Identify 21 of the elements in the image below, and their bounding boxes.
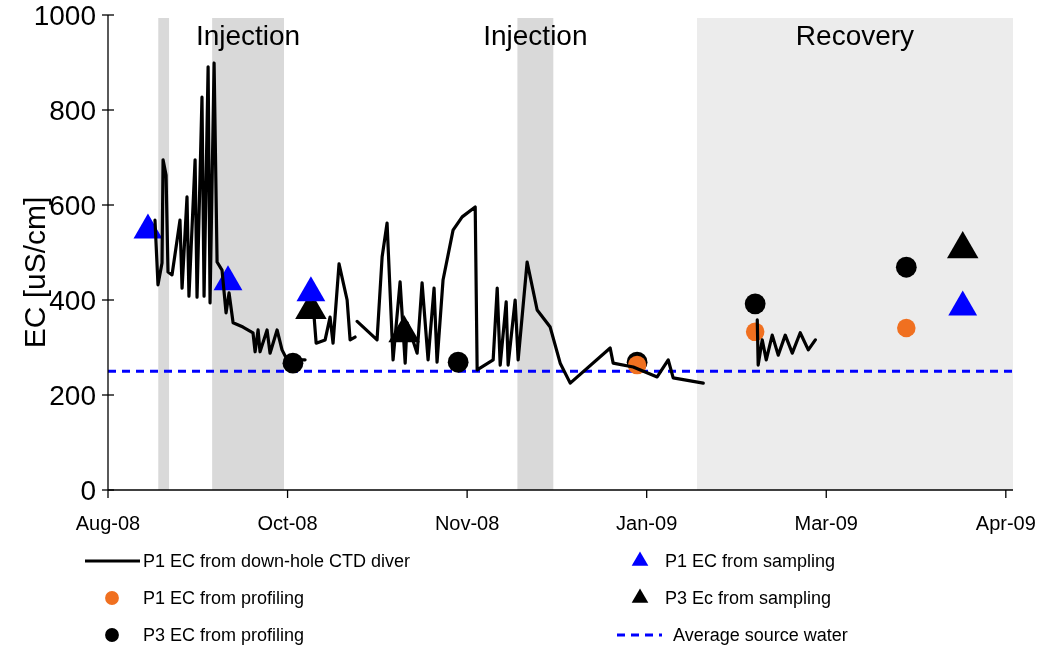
legend-label: P1 EC from sampling (665, 551, 836, 571)
y-tick-label: 1000 (33, 0, 96, 31)
band-label: Injection (483, 20, 588, 51)
legend-label: P3 Ec from sampling (665, 588, 832, 608)
legend-label: Average source water (673, 625, 848, 645)
band-label: Recovery (795, 20, 915, 51)
x-tick-label: Aug-08 (75, 512, 141, 534)
x-tick-label: Jan-09 (616, 512, 678, 534)
x-tick-label: Apr-09 (975, 512, 1036, 534)
y-tick-label: 800 (49, 95, 96, 126)
legend-label: P1 EC from profiling (143, 588, 305, 608)
y-tick-label: 200 (49, 380, 96, 411)
legend-label: P3 EC from profiling (143, 625, 305, 645)
y-axis-title: EC [uS/cm] (18, 196, 51, 349)
x-tick-label: Nov-08 (434, 512, 500, 534)
x-tick-label: Oct-08 (257, 512, 318, 534)
band-label: Injection (195, 20, 301, 51)
legend-label: P1 EC from down-hole CTD diver (143, 551, 411, 571)
y-tick-label: 0 (80, 475, 96, 506)
x-tick-label: Mar-09 (794, 512, 858, 534)
y-tick-label: 600 (49, 190, 96, 221)
